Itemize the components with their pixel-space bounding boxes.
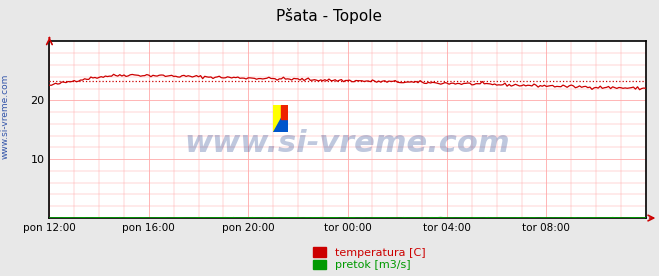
Text: Pšata - Topole: Pšata - Topole [277,8,382,24]
Text: www.si-vreme.com: www.si-vreme.com [1,73,10,159]
Bar [281,105,288,119]
Polygon shape [273,105,288,132]
Text: www.si-vreme.com: www.si-vreme.com [185,129,511,158]
Legend: temperatura [C], pretok [m3/s]: temperatura [C], pretok [m3/s] [312,247,426,270]
Polygon shape [273,105,288,132]
